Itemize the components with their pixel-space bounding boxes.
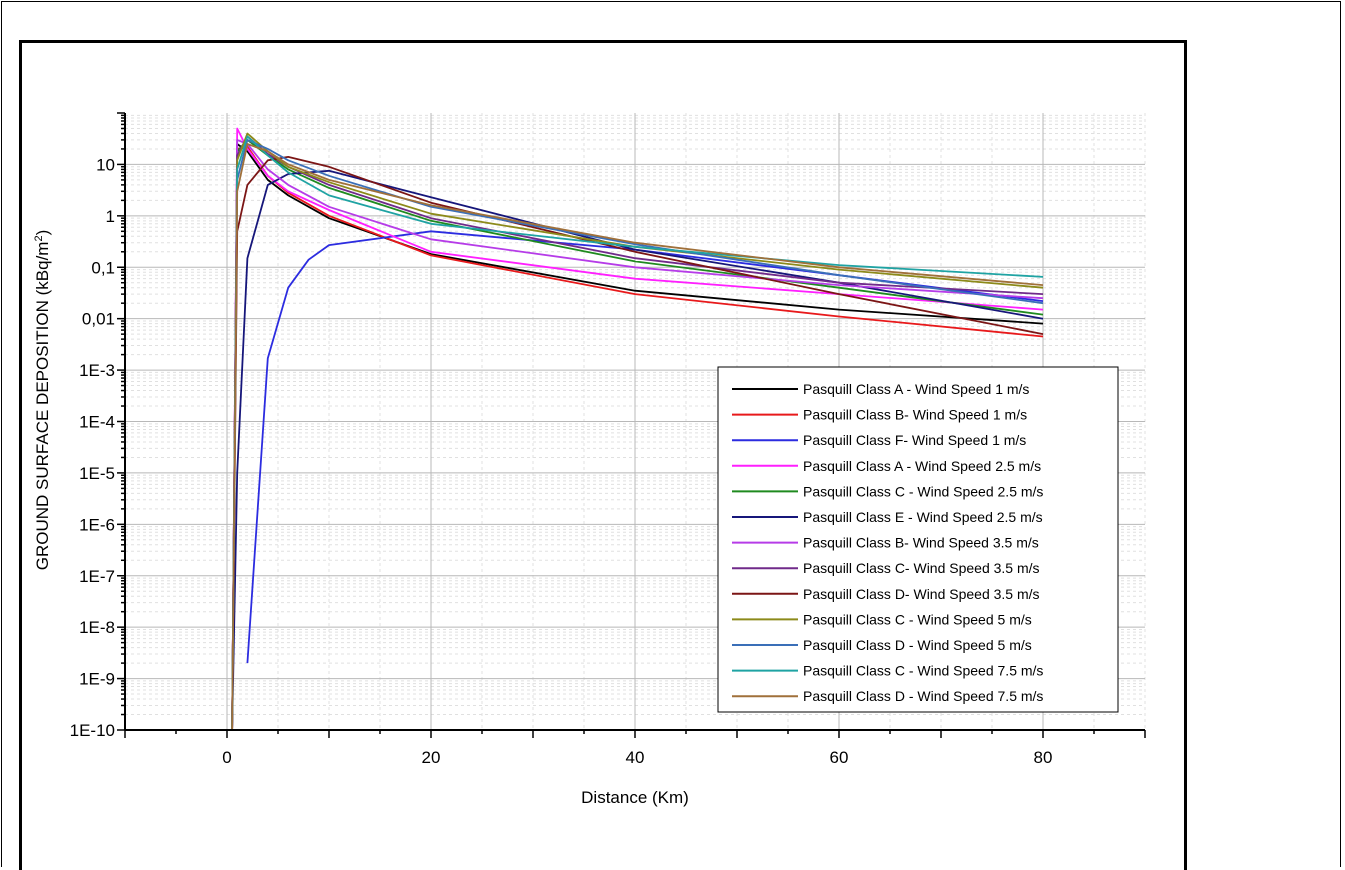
- legend-label: Pasquill Class B- Wind Speed 3.5 m/s: [803, 535, 1039, 551]
- legend-label: Pasquill Class F- Wind Speed 1 m/s: [803, 432, 1026, 448]
- series-line: [231, 138, 1044, 731]
- series-line: [231, 138, 1044, 731]
- y-tick-label: 1E-7: [79, 567, 115, 586]
- x-tick-label: 40: [626, 748, 645, 767]
- legend-label: Pasquill Class C - Wind Speed 5 m/s: [803, 611, 1032, 627]
- y-ticks: 1E-10 1E-9 1E-8 1E-7 1E-6 1E-5 1E-4 1E-3 0,01 0,1…: [70, 112, 125, 740]
- y-tick-label: 1E-6: [79, 515, 115, 534]
- series-line: [246, 230, 1044, 664]
- x-tick-label: 80: [1034, 748, 1053, 767]
- series-lines: [231, 127, 1044, 731]
- series-line: [231, 143, 1044, 731]
- x-tick-label: 0: [222, 748, 231, 767]
- series-line: [231, 132, 1044, 731]
- y-tick-label: 1E-8: [79, 618, 115, 637]
- chart-frame: [19, 40, 1187, 870]
- x-tick-label: 20: [422, 748, 441, 767]
- y-tick-label: 1: [106, 207, 115, 226]
- x-tick-label: 60: [830, 748, 849, 767]
- x-axis-title: Distance (Km): [581, 788, 689, 807]
- x-ticks: 0 20 40 60 80: [124, 730, 1146, 767]
- y-tick-label: 0,01: [82, 310, 115, 329]
- y-tick-label: 1E-9: [79, 670, 115, 689]
- legend-box: [717, 366, 1119, 713]
- legend: Pasquill Class A - Wind Speed 1 m/s Pasqu…: [717, 366, 1119, 713]
- y-tick-label: 1E-10: [70, 721, 115, 740]
- legend-label: Pasquill Class A - Wind Speed 1 m/s: [803, 381, 1029, 397]
- y-tick-label: 1E-5: [79, 464, 115, 483]
- legend-label: Pasquill Class D- Wind Speed 3.5 m/s: [803, 586, 1040, 602]
- series-line: [231, 155, 1044, 731]
- series-line: [231, 135, 1044, 731]
- y-tick-label: 0,1: [91, 258, 115, 277]
- series-line: [231, 127, 1044, 731]
- legend-label: Pasquill Class C - Wind Speed 7.5 m/s: [803, 663, 1043, 679]
- legend-label: Pasquill Class D - Wind Speed 7.5 m/s: [803, 688, 1043, 704]
- y-tick-label: 1E-4: [79, 413, 115, 432]
- y-axis-title-superscript: 2: [33, 235, 45, 241]
- y-axis-title-close: ): [33, 230, 52, 236]
- legend-label: Pasquill Class C- Wind Speed 3.5 m/s: [803, 560, 1040, 576]
- legend-label: Pasquill Class E - Wind Speed 2.5 m/s: [803, 509, 1043, 525]
- legend-label: Pasquill Class A - Wind Speed 2.5 m/s: [803, 458, 1041, 474]
- legend-label: Pasquill Class C - Wind Speed 2.5 m/s: [803, 483, 1043, 499]
- y-tick-label: 10: [96, 155, 115, 174]
- y-axis-title-main: GROUND SURFACE DEPOSITION (kBq/m: [33, 242, 52, 571]
- legend-label: Pasquill Class D - Wind Speed 5 m/s: [803, 637, 1032, 653]
- legend-label: Pasquill Class B- Wind Speed 1 m/s: [803, 407, 1027, 423]
- y-axis-title: GROUND SURFACE DEPOSITION (kBq/m2): [33, 230, 52, 571]
- y-tick-label: 1E-3: [79, 361, 115, 380]
